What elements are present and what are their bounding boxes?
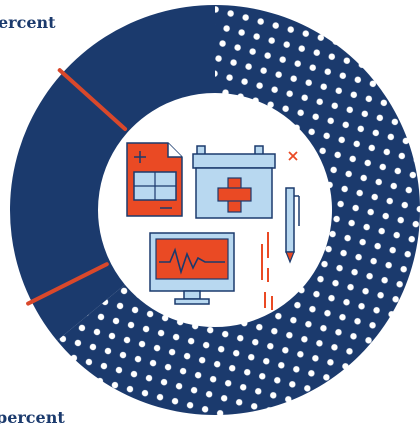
document-icon — [126, 142, 183, 217]
pie-slice-0 — [57, 5, 420, 415]
monitor-heartbeat-icon — [149, 232, 235, 305]
slices-group — [9, 4, 420, 415]
medical-illustration — [126, 142, 300, 310]
decorative-lines-icon — [261, 232, 273, 310]
dividers-group — [26, 68, 128, 306]
medical-kit-icon — [192, 145, 298, 219]
slice-divider-0 — [26, 262, 109, 306]
pen-icon — [285, 187, 300, 264]
slice-label-1: percent — [0, 408, 65, 424]
slice-divider-1 — [57, 68, 128, 132]
slice-label-0: ercent — [0, 13, 56, 32]
pie-slice-1 — [9, 4, 216, 341]
